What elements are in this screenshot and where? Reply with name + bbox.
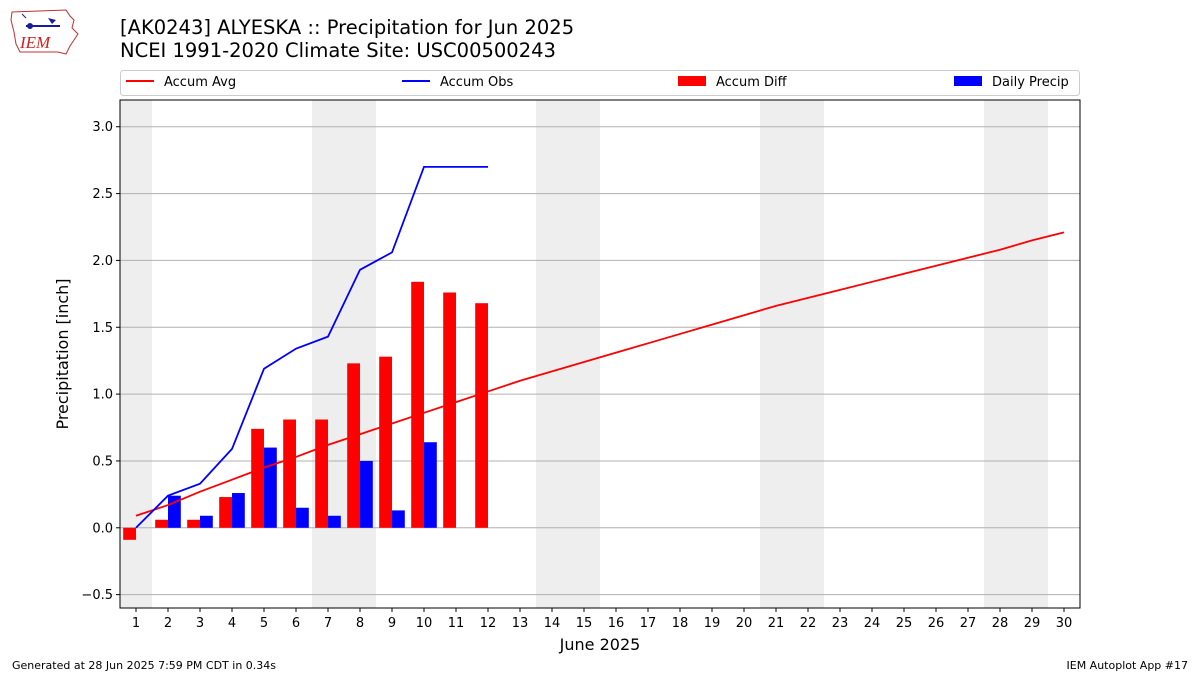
legend-box xyxy=(120,70,1080,96)
plot-area-frame xyxy=(119,99,1081,609)
y-tick-label: 2.5 xyxy=(92,187,113,202)
x-tick-label: 24 xyxy=(864,616,881,631)
y-tick-label: 0.5 xyxy=(92,454,113,469)
y-tick-label: 1.5 xyxy=(92,321,113,336)
y-tick-label: 1.0 xyxy=(92,388,113,403)
weekend-shade xyxy=(760,100,824,608)
accum-diff-bar xyxy=(347,363,360,528)
x-tick-label: 10 xyxy=(416,616,433,631)
x-tick-label: 17 xyxy=(640,616,657,631)
accum-diff-bar xyxy=(411,281,424,528)
x-tick-label: 13 xyxy=(512,616,529,631)
x-tick-label: 15 xyxy=(576,616,593,631)
x-tick-label: 12 xyxy=(480,616,497,631)
legend-accum-obs-label: Accum Obs xyxy=(440,75,513,90)
iowa-outline-icon xyxy=(10,9,79,55)
legend-daily-precip-label: Daily Precip xyxy=(992,75,1069,90)
x-tick-label: 21 xyxy=(768,616,785,631)
x-tick-label: 1 xyxy=(132,616,140,631)
chart-subtitle: NCEI 1991-2020 Climate Site: USC00500243 xyxy=(120,39,556,62)
daily-precip-bar xyxy=(360,460,373,528)
x-tick-label: 25 xyxy=(896,616,913,631)
legend-daily-precip-swatch xyxy=(954,76,982,86)
accum-diff-bar xyxy=(379,356,392,528)
daily-precip-bar xyxy=(328,515,341,528)
x-tick-label: 8 xyxy=(356,616,364,631)
y-tick-label: −0.5 xyxy=(81,588,113,603)
x-tick-label: 16 xyxy=(608,616,625,631)
daily-precip-bar xyxy=(296,507,309,528)
x-tick-label: 18 xyxy=(672,616,689,631)
x-tick-label: 19 xyxy=(704,616,721,631)
legend-accum-diff-swatch xyxy=(678,76,706,86)
app-id-label: IEM Autoplot App #17 xyxy=(1066,659,1189,672)
x-tick-label: 7 xyxy=(324,616,332,631)
accum-diff-bar xyxy=(155,519,168,528)
iem-logo-text: IEM xyxy=(19,33,51,52)
accum-diff-bar xyxy=(443,292,456,528)
y-axis-label: Precipitation [inch] xyxy=(53,278,72,429)
accum-diff-bar xyxy=(251,428,264,528)
x-tick-label: 9 xyxy=(388,616,396,631)
x-tick-label: 29 xyxy=(1024,616,1041,631)
y-tick-label: 3.0 xyxy=(92,120,113,135)
x-tick-label: 20 xyxy=(736,616,753,631)
weekend-shade xyxy=(984,100,1048,608)
accum-obs-line xyxy=(135,165,488,529)
iem-logo: IEM xyxy=(10,9,79,55)
x-tick-label: 4 xyxy=(228,616,236,631)
x-tick-label: 2 xyxy=(164,616,172,631)
x-tick-label: 28 xyxy=(992,616,1009,631)
daily-precip-bar xyxy=(424,442,437,528)
weekend-shade xyxy=(120,100,152,608)
accum-diff-bar xyxy=(475,303,488,528)
x-tick-label: 23 xyxy=(832,616,849,631)
daily-precip-bar xyxy=(264,447,277,528)
bars xyxy=(123,281,488,540)
x-tick-label: 3 xyxy=(196,616,204,631)
grid-lines xyxy=(120,126,1080,596)
weekend-shading xyxy=(120,100,1048,608)
x-axis-label: June 2025 xyxy=(559,635,641,654)
daily-precip-bar xyxy=(232,493,245,528)
generated-timestamp: Generated at 28 Jun 2025 7:59 PM CDT in … xyxy=(12,659,277,672)
x-tick-label: 22 xyxy=(800,616,817,631)
x-tick-label: 30 xyxy=(1056,616,1073,631)
weekend-shade xyxy=(536,100,600,608)
y-tick-label: 2.0 xyxy=(92,254,113,269)
x-tick-label: 6 xyxy=(292,616,300,631)
accum-diff-bar xyxy=(123,527,136,540)
legend-accum-avg-label: Accum Avg xyxy=(164,75,236,90)
y-tick-label: 0.0 xyxy=(92,521,113,536)
chart-title: [AK0243] ALYESKA :: Precipitation for Ju… xyxy=(120,16,575,39)
daily-precip-bar xyxy=(392,510,405,528)
legend: Accum Avg Accum Obs Accum Diff Daily Precip xyxy=(120,70,1080,96)
x-tick-label: 14 xyxy=(544,616,561,631)
accum-diff-bar xyxy=(315,419,328,528)
x-tick-label: 5 xyxy=(260,616,268,631)
weekend-shade xyxy=(312,100,376,608)
accum-diff-bar xyxy=(187,519,200,528)
lines xyxy=(135,165,1065,529)
x-tick-label: 11 xyxy=(448,616,465,631)
accum-diff-bar xyxy=(219,497,232,528)
accum-avg-line xyxy=(135,231,1065,517)
x-tick-label: 26 xyxy=(928,616,945,631)
accum-diff-bar xyxy=(283,419,296,528)
x-tick-label: 27 xyxy=(960,616,977,631)
legend-accum-diff-label: Accum Diff xyxy=(716,75,788,90)
axis-ticks: −0.50.00.51.01.52.02.53.01 2 3 4 5 6 7 8 9 10 11 12… xyxy=(81,120,1072,631)
daily-precip-bar xyxy=(200,515,213,528)
